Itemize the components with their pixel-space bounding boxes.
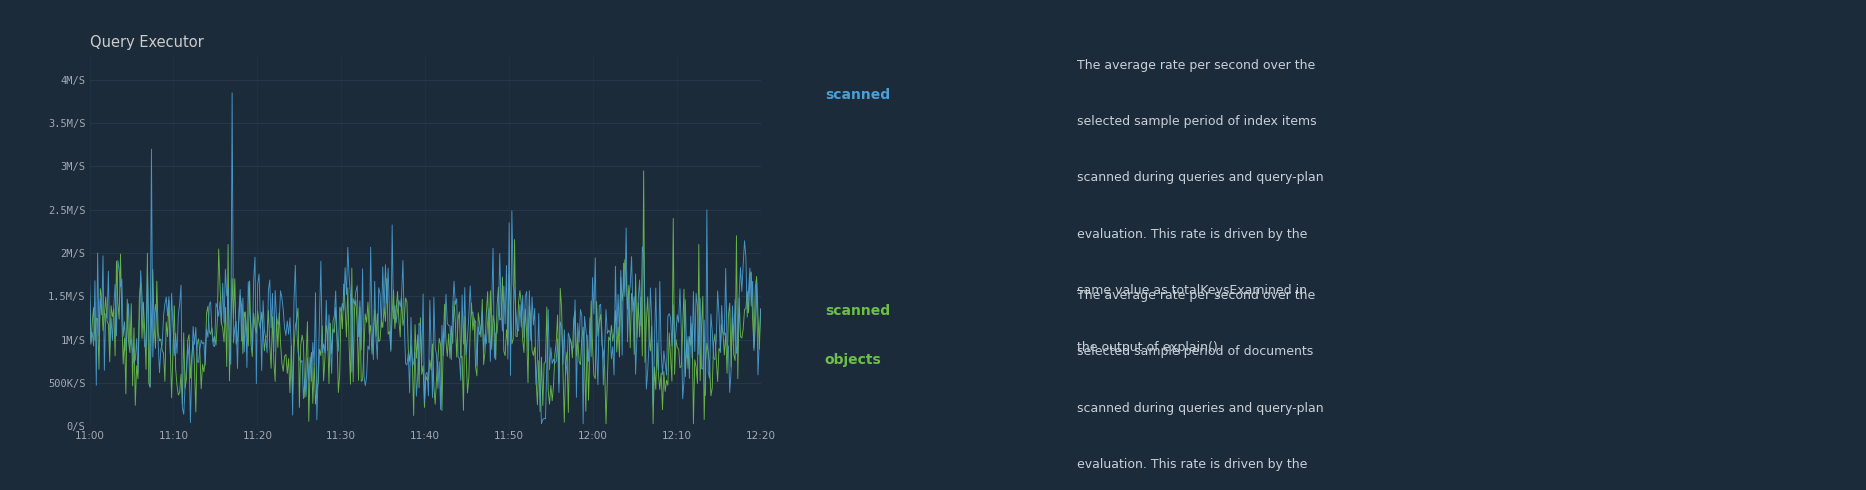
Text: selected sample period of index items: selected sample period of index items [1077,115,1317,128]
Text: The average rate per second over the: The average rate per second over the [1077,59,1316,72]
Text: same value as totalKeysExamined in: same value as totalKeysExamined in [1077,284,1306,297]
Text: scanned: scanned [825,88,890,102]
Text: the output of explain().: the output of explain(). [1077,341,1222,354]
Text: The average rate per second over the: The average rate per second over the [1077,289,1316,302]
Text: objects: objects [825,353,881,367]
Text: Query Executor: Query Executor [90,35,203,50]
Text: scanned: scanned [825,304,890,318]
Text: evaluation. This rate is driven by the: evaluation. This rate is driven by the [1077,458,1308,471]
Text: evaluation. This rate is driven by the: evaluation. This rate is driven by the [1077,228,1308,241]
Text: scanned during queries and query-plan: scanned during queries and query-plan [1077,402,1323,415]
Text: selected sample period of documents: selected sample period of documents [1077,345,1314,359]
Text: scanned during queries and query-plan: scanned during queries and query-plan [1077,172,1323,185]
